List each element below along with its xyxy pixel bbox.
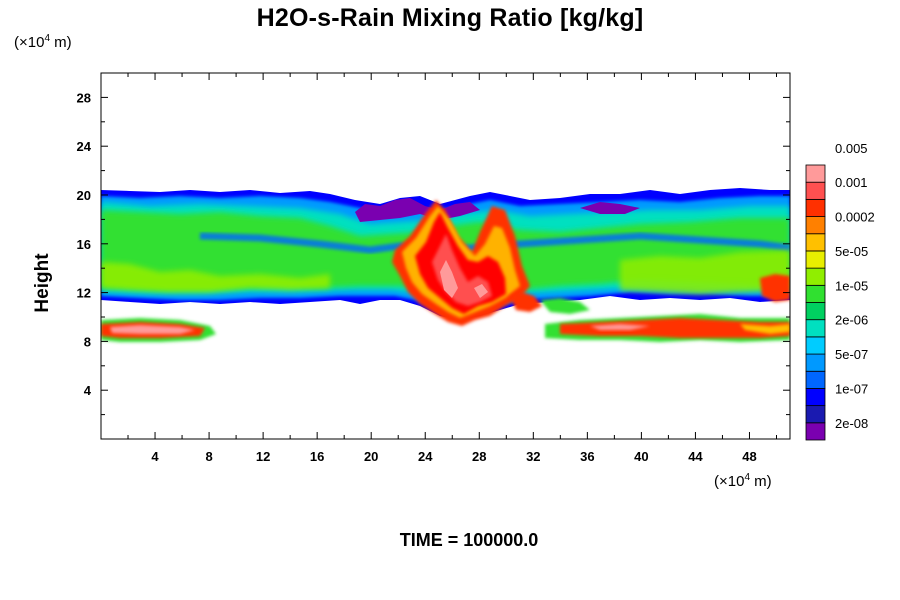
x-tick-label: 32 <box>526 449 540 464</box>
colorbar-swatch <box>805 216 826 235</box>
colorbar-swatch <box>805 181 826 200</box>
x-tick-label: 44 <box>688 449 703 464</box>
lower-left-pink <box>110 325 195 334</box>
core-light-2 <box>474 284 488 298</box>
colorbar-swatch <box>805 284 826 303</box>
x-tick-label: 36 <box>580 449 594 464</box>
anvil-top-wisp <box>355 198 480 222</box>
y-tick-label: 8 <box>84 334 91 349</box>
x-tick-label: 28 <box>472 449 486 464</box>
y-tick-label: 4 <box>84 383 92 398</box>
colorbar-label: 1e-07 <box>835 381 868 396</box>
chart-title: H2O-s-Rain Mixing Ratio [kg/kg] <box>256 4 644 32</box>
core-light <box>440 260 458 298</box>
anvil-yellow-right <box>620 250 790 294</box>
colorbar-label: 0.001 <box>835 175 868 190</box>
x-tick-label: 24 <box>418 449 433 464</box>
lower-right-red <box>560 318 790 338</box>
y-tick-label: 16 <box>77 237 91 252</box>
core-orange-blob <box>510 292 542 312</box>
anvil-dark-streak <box>199 232 790 254</box>
colorbar-swatch <box>805 319 826 338</box>
anvil-top-wisp-right <box>580 202 640 214</box>
colorbar-swatch <box>805 336 826 355</box>
mixing-ratio-field <box>101 188 790 342</box>
lower-right-yellow <box>740 324 790 334</box>
colorbar-label: 0.005 <box>835 141 868 156</box>
x-tick-label: 20 <box>364 449 378 464</box>
colorbar-swatch <box>805 405 826 424</box>
time-label: TIME = 100000.0 <box>399 530 539 550</box>
y-tick-label: 28 <box>77 90 91 105</box>
colorbar-label: 0.0002 <box>835 210 875 225</box>
colorbar-swatch <box>805 388 826 407</box>
x-tick-label: 48 <box>742 449 756 464</box>
colorbar-swatch <box>805 198 826 217</box>
x-tick-label: 40 <box>634 449 648 464</box>
x-axis-unit: (×104 m) <box>714 472 772 490</box>
colorbar-swatch <box>805 164 826 183</box>
colorbar-label: 2e-08 <box>835 416 868 431</box>
colorbar-swatch <box>805 233 826 252</box>
colorbar-swatch <box>805 370 826 389</box>
y-ticks: 4 8 12 16 20 24 28 <box>77 90 790 416</box>
x-tick-label: 4 <box>151 449 159 464</box>
x-tick-label: 12 <box>256 449 270 464</box>
x-ticks: 4 8 12 16 20 24 28 32 36 40 44 48 <box>127 73 777 464</box>
colorbar: 2e-08 1e-07 5e-07 2e-06 1e-05 5e-05 0.0002 0.00… <box>805 141 875 441</box>
colorbar-swatch <box>805 302 826 321</box>
plot-frame <box>100 72 791 440</box>
colorbar-swatch <box>805 267 826 286</box>
anvil-red-right <box>760 274 790 302</box>
y-tick-label: 24 <box>77 139 92 154</box>
colorbar-swatch <box>805 353 826 372</box>
anvil-yellow <box>101 262 330 292</box>
y-axis-unit: (×104 m) <box>14 33 72 51</box>
colorbar-label: 2e-06 <box>835 313 868 328</box>
y-tick-label: 12 <box>77 286 91 301</box>
colorbar-swatch <box>805 422 826 441</box>
colorbar-label: 5e-05 <box>835 244 868 259</box>
y-tick-label: 20 <box>77 188 91 203</box>
core-green-blob <box>540 298 590 314</box>
colorbar-label: 1e-05 <box>835 278 868 293</box>
colorbar-swatch <box>805 250 826 269</box>
colorbar-label: 5e-07 <box>835 347 868 362</box>
lower-right-pink <box>590 324 650 330</box>
x-tick-label: 8 <box>205 449 212 464</box>
x-tick-label: 16 <box>310 449 324 464</box>
